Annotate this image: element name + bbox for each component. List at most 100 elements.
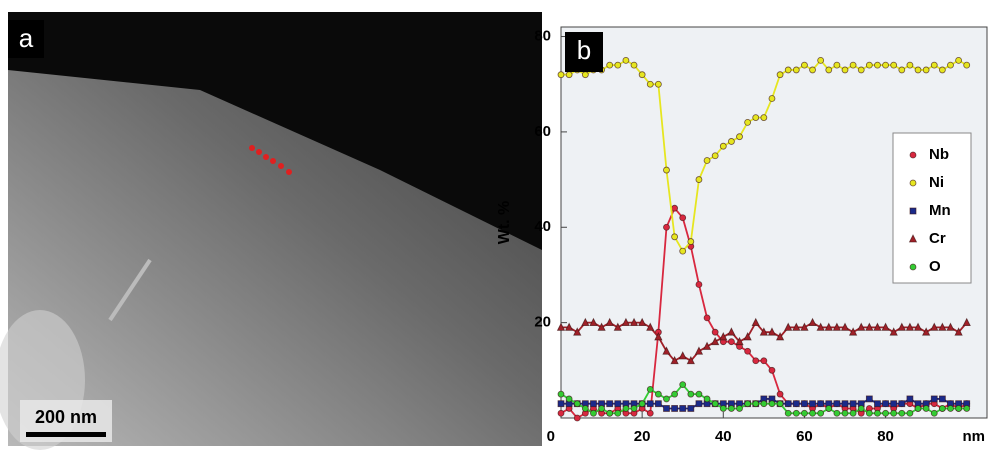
marker <box>938 322 947 331</box>
marker <box>849 400 857 408</box>
marker <box>663 395 670 403</box>
marker <box>954 327 963 336</box>
marker <box>784 322 793 331</box>
marker <box>629 317 639 327</box>
marker <box>736 405 743 412</box>
marker <box>662 346 671 355</box>
legend-entry: O <box>909 258 941 275</box>
marker <box>784 409 792 417</box>
marker <box>728 138 735 145</box>
legend-entry: Mn <box>909 202 951 219</box>
marker <box>817 400 825 408</box>
marker <box>930 409 938 417</box>
marker <box>589 317 598 327</box>
marker <box>671 405 678 412</box>
panel-label: b <box>577 35 591 65</box>
y-tick-label: 80 <box>534 28 551 45</box>
x-tick-label: 20 <box>634 428 651 445</box>
marker <box>694 346 704 355</box>
marker <box>671 233 678 241</box>
marker <box>909 151 917 159</box>
marker <box>922 66 930 74</box>
marker <box>663 166 670 174</box>
chart: 20 40 60 80 0 20 40 60 80 nm Wt. % Nb Ni Mn Cr Ob <box>496 26 988 445</box>
marker <box>938 395 946 403</box>
marker <box>573 327 582 336</box>
legend-entry: Nb <box>909 146 949 163</box>
marker <box>751 317 760 327</box>
marker <box>736 133 743 141</box>
marker <box>775 332 785 341</box>
marker <box>792 400 800 408</box>
marker <box>687 405 695 412</box>
marker <box>873 322 882 331</box>
marker <box>824 322 833 331</box>
marker <box>564 322 574 331</box>
marker <box>752 400 760 408</box>
scale-bar <box>26 432 106 437</box>
legend-label: O <box>929 258 941 275</box>
marker <box>938 66 946 74</box>
marker <box>630 61 638 69</box>
marker <box>848 327 858 336</box>
marker <box>963 61 971 69</box>
marker <box>898 409 906 417</box>
marker <box>743 332 752 341</box>
marker <box>702 341 712 350</box>
marker <box>581 71 589 79</box>
feature <box>108 258 152 322</box>
marker <box>606 61 614 69</box>
marker <box>849 61 857 69</box>
marker <box>792 66 800 74</box>
marker <box>840 322 850 331</box>
scale-bar-label: 200 nm <box>35 407 97 427</box>
marker <box>679 405 687 412</box>
marker <box>557 71 565 79</box>
marker <box>906 395 914 403</box>
marker <box>849 409 857 417</box>
marker <box>938 405 946 412</box>
marker <box>663 223 670 231</box>
marker <box>767 327 777 336</box>
marker <box>573 414 581 422</box>
marker <box>621 317 631 327</box>
legend-box <box>892 132 972 284</box>
marker <box>630 405 638 412</box>
marker <box>905 322 915 331</box>
marker <box>557 400 565 408</box>
marker <box>728 405 735 412</box>
marker <box>760 357 768 365</box>
marker <box>727 327 736 336</box>
legend: Nb Ni Mn Cr O <box>892 132 972 284</box>
marker <box>841 66 849 74</box>
y-tick-label: 20 <box>534 314 551 331</box>
marker <box>646 80 654 88</box>
marker <box>622 405 630 412</box>
marker <box>760 114 768 121</box>
marker <box>687 390 695 398</box>
marker <box>654 390 662 398</box>
marker <box>909 263 917 271</box>
marker <box>930 395 938 403</box>
marker <box>711 152 719 160</box>
marker <box>703 314 711 322</box>
marker <box>638 400 646 408</box>
marker <box>768 366 776 374</box>
marker <box>882 400 889 408</box>
marker <box>906 409 914 417</box>
y-axis-label: Wt. % <box>496 201 513 245</box>
marker <box>776 71 784 79</box>
marker <box>744 347 752 355</box>
marker <box>711 400 719 408</box>
marker <box>768 400 776 408</box>
marker <box>914 405 922 412</box>
marker <box>792 322 801 331</box>
marker <box>809 400 816 408</box>
marker <box>614 409 622 417</box>
marker <box>962 317 971 327</box>
scan-points <box>249 145 292 175</box>
legend-label: Mn <box>929 202 951 219</box>
marker <box>800 322 809 331</box>
x-axis-label: nm <box>963 428 986 445</box>
marker <box>857 405 865 412</box>
